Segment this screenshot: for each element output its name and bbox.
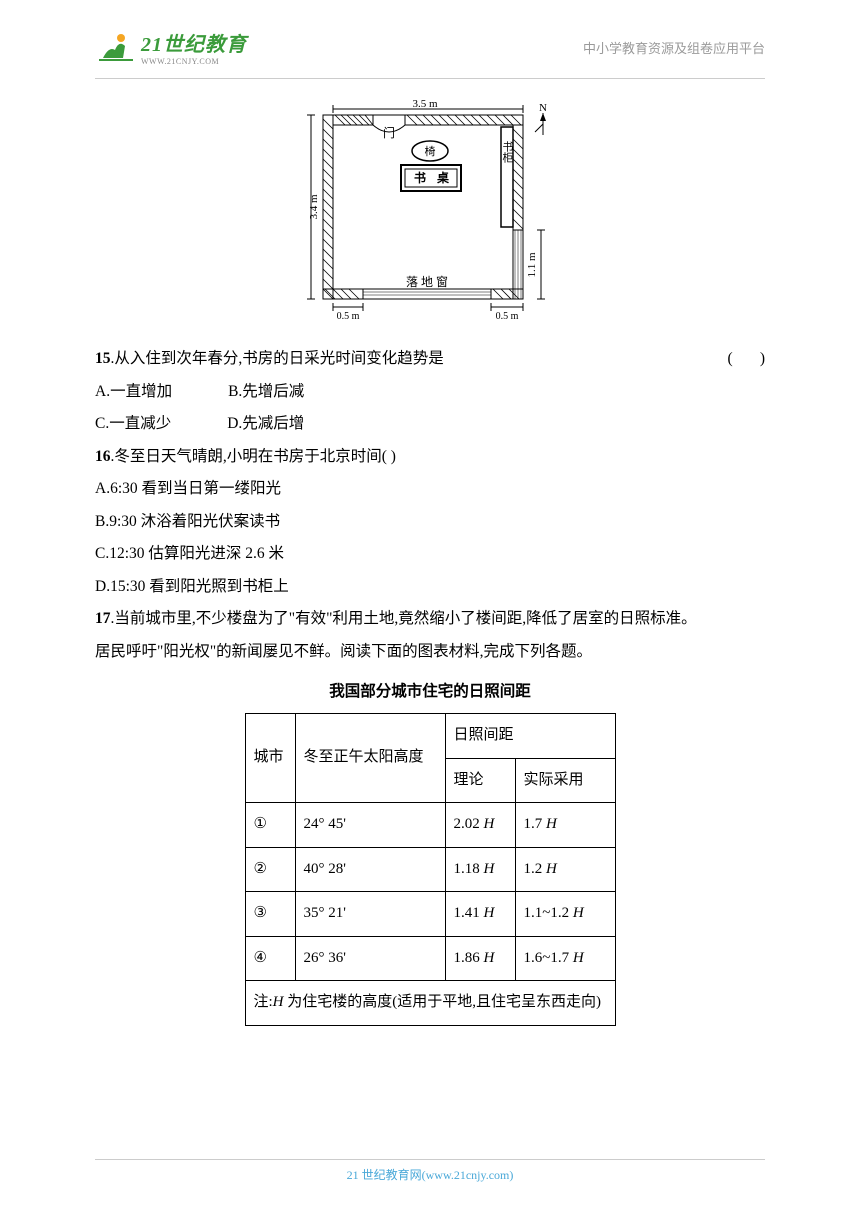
q16-c: C.12:30 估算阳光进深 2.6 米 [95, 538, 765, 571]
cell-actual: 1.1~1.2 H [515, 892, 615, 937]
cell-city: ④ [245, 936, 295, 981]
q15-b: B.先增后减 [228, 383, 304, 400]
svg-text:3.5 m: 3.5 m [412, 98, 438, 110]
svg-text:1.1 m: 1.1 m [526, 252, 538, 278]
cell-city: ③ [245, 892, 295, 937]
cell-theory: 2.02 H [445, 803, 515, 848]
svg-text:门: 门 [383, 125, 395, 140]
cell-city: ② [245, 847, 295, 892]
cell-alt: 35° 21' [295, 892, 445, 937]
svg-text:N: N [539, 102, 547, 114]
footer-divider [95, 1159, 765, 1160]
svg-text:0.5 m: 0.5 m [337, 311, 360, 322]
table-title: 我国部分城市住宅的日照间距 [95, 676, 765, 709]
footer-text: 21 世纪教育网(www.21cnjy.com) [347, 1168, 514, 1182]
svg-text:3.4 m: 3.4 m [308, 194, 320, 220]
svg-text:书柜: 书柜 [501, 141, 514, 164]
q15-d: D.先减后增 [227, 415, 304, 432]
q16-b: B.9:30 沐浴着阳光伏案读书 [95, 506, 765, 539]
footer: 21 世纪教育网(www.21cnjy.com) [0, 1159, 860, 1184]
cell-actual: 1.6~1.7 H [515, 936, 615, 981]
th-theory: 理论 [445, 758, 515, 803]
table-row: ③35° 21'1.41 H1.1~1.2 H [245, 892, 615, 937]
q17-line1: 17.当前城市里,不少楼盘为了"有效"利用土地,竟然缩小了楼间距,降低了居室的日… [95, 603, 765, 636]
q15-options-ab: A.一直增加 B.先增后减 [95, 376, 765, 409]
spacing-table: 城市 冬至正午太阳高度 日照间距 理论 实际采用 ①24° 45'2.02 H1… [245, 713, 616, 1026]
table-note: 注:H 为住宅楼的高度(适用于平地,且住宅呈东西走向) [245, 981, 615, 1026]
table-row: ②40° 28'1.18 H1.2 H [245, 847, 615, 892]
th-sun-alt: 冬至正午太阳高度 [295, 714, 445, 803]
cell-theory: 1.86 H [445, 936, 515, 981]
floorplan-diagram: 3.5 m N 门 3.4 m [295, 97, 565, 337]
cell-actual: 1.7 H [515, 803, 615, 848]
th-actual: 实际采用 [515, 758, 615, 803]
cell-actual: 1.2 H [515, 847, 615, 892]
q16-a: A.6:30 看到当日第一缕阳光 [95, 473, 765, 506]
th-spacing: 日照间距 [445, 714, 615, 759]
q15-options-cd: C.一直减少 D.先减后增 [95, 408, 765, 441]
q16: 16.冬至日天气晴朗,小明在书房于北京时间( ) [95, 441, 765, 474]
table-row: ①24° 45'2.02 H1.7 H [245, 803, 615, 848]
cell-alt: 26° 36' [295, 936, 445, 981]
cell-theory: 1.18 H [445, 847, 515, 892]
header-tagline: 中小学教育资源及组卷应用平台 [583, 38, 765, 57]
svg-text:椅: 椅 [425, 144, 436, 158]
cell-theory: 1.41 H [445, 892, 515, 937]
logo-main-text: 21世纪教育 [141, 28, 247, 57]
q16-d: D.15:30 看到阳光照到书柜上 [95, 571, 765, 604]
logo-icon [95, 28, 137, 66]
table-row: ④26° 36'1.86 H1.6~1.7 H [245, 936, 615, 981]
q15-a: A.一直增加 [95, 383, 172, 400]
cell-alt: 40° 28' [295, 847, 445, 892]
cell-alt: 24° 45' [295, 803, 445, 848]
svg-text:书: 书 [414, 170, 426, 185]
q15: 15.从入住到次年春分,书房的日采光时间变化趋势是 ( ) [95, 343, 765, 376]
svg-text:0.5 m: 0.5 m [496, 311, 519, 322]
header: 21世纪教育 WWW.21CNJY.COM 中小学教育资源及组卷应用平台 [0, 0, 860, 76]
q15-paren: ( ) [728, 343, 765, 376]
q17-line2: 居民呼吁"阳光权"的新闻屡见不鲜。阅读下面的图表材料,完成下列各题。 [95, 636, 765, 669]
logo: 21世纪教育 WWW.21CNJY.COM [95, 28, 247, 66]
content: 3.5 m N 门 3.4 m [0, 79, 860, 1026]
th-city: 城市 [245, 714, 295, 803]
svg-text:桌: 桌 [436, 170, 450, 185]
logo-text: 21世纪教育 WWW.21CNJY.COM [141, 28, 247, 66]
cell-city: ① [245, 803, 295, 848]
q15-text: 15.从入住到次年春分,书房的日采光时间变化趋势是 [95, 343, 728, 376]
q15-c: C.一直减少 [95, 415, 171, 432]
svg-text:落 地 窗: 落 地 窗 [406, 275, 448, 289]
logo-sub-text: WWW.21CNJY.COM [141, 57, 247, 66]
